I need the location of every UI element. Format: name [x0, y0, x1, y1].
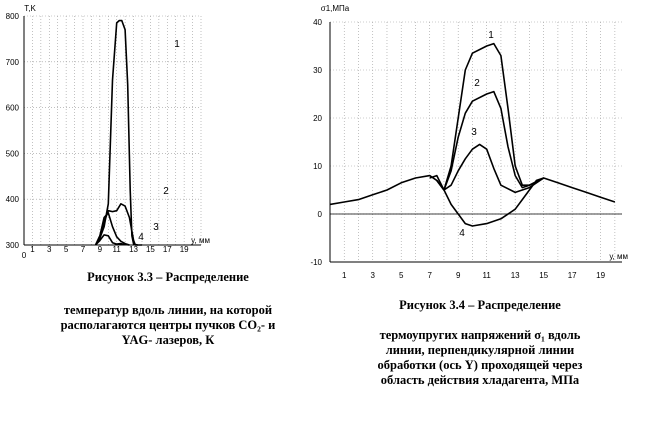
- y-tick-label: 600: [6, 104, 20, 113]
- series-label-4: 4: [459, 228, 465, 239]
- y-tick-label: 40: [313, 18, 322, 27]
- series-label-3: 3: [471, 127, 477, 138]
- x-tick-label: 1: [342, 271, 347, 280]
- y-axis-label: T,K: [24, 4, 36, 13]
- x-tick-label: 15: [146, 245, 155, 254]
- y-tick-label: 0: [318, 210, 323, 219]
- x-tick-label: 1: [30, 245, 35, 254]
- x-axis-label: y, мм: [191, 236, 210, 245]
- y-tick-label: 400: [6, 195, 20, 204]
- x-tick-label: 17: [163, 245, 172, 254]
- x-tick-label: 3: [47, 245, 52, 254]
- right-caption-line-3: обработки (ось Y) проходящей через: [377, 358, 583, 372]
- x-tick-label: 9: [456, 271, 461, 280]
- x-tick-label: 19: [596, 271, 605, 280]
- y-tick-label: 500: [6, 149, 20, 158]
- x-tick-label: 3: [371, 271, 376, 280]
- x-origin-label: 0: [22, 251, 27, 260]
- series-line-4: [95, 234, 130, 246]
- x-axis-label: у, мм: [609, 252, 628, 261]
- series-line-2: [94, 203, 138, 246]
- series-label-1: 1: [174, 39, 180, 50]
- right-caption-line-2: линии, перпендикулярной линии: [385, 343, 575, 357]
- y-tick-label: 300: [6, 241, 20, 250]
- x-tick-label: 13: [511, 271, 520, 280]
- x-tick-label: 7: [427, 271, 432, 280]
- series-line-2: [436, 90, 545, 191]
- y-axis-label: σ1,МПа: [321, 4, 350, 13]
- x-tick-label: 7: [81, 245, 86, 254]
- x-tick-label: 5: [399, 271, 404, 280]
- y-tick-label: -10: [310, 258, 322, 267]
- series-label-2: 2: [474, 78, 480, 89]
- left-caption-line-2: располагаются центры пучков CO₂- и: [60, 318, 276, 332]
- left-caption-line-3: YAG- лазеров, К: [121, 333, 215, 347]
- x-tick-label: 17: [568, 271, 577, 280]
- right-caption-line-4: область действия хладагента, МПа: [380, 373, 580, 387]
- right-caption-line-1: термоупругих напряжений σ₁ вдоль: [379, 328, 581, 342]
- right-caption-title: Рисунок 3.4 – Распределение: [399, 298, 561, 312]
- series-label-1: 1: [488, 30, 494, 41]
- left-caption: Рисунок 3.3 – Распределение температур в…: [18, 270, 318, 348]
- left-caption-line-1: температур вдоль линии, на которой: [63, 303, 273, 317]
- series-line-1: [329, 42, 616, 206]
- right-caption: Рисунок 3.4 – Распределение термоупругих…: [320, 298, 640, 388]
- series-label-2: 2: [163, 186, 169, 197]
- y-tick-label: 700: [6, 58, 20, 67]
- series-line-3: [436, 143, 545, 194]
- x-tick-label: 9: [98, 245, 103, 254]
- series-label-3: 3: [153, 222, 159, 233]
- x-tick-label: 11: [113, 245, 122, 254]
- x-tick-label: 5: [64, 245, 69, 254]
- series-line-3: [94, 212, 130, 246]
- y-tick-label: 10: [313, 162, 322, 171]
- series-line-1: [94, 19, 142, 246]
- series-label-4: 4: [138, 232, 144, 243]
- left-caption-title: Рисунок 3.3 – Распределение: [87, 270, 249, 284]
- x-tick-label: 11: [483, 271, 492, 280]
- y-tick-label: 30: [313, 66, 322, 75]
- y-tick-label: 20: [313, 114, 322, 123]
- series-line-4: [429, 174, 544, 227]
- x-tick-label: 19: [180, 245, 189, 254]
- x-tick-label: 13: [129, 245, 138, 254]
- y-tick-label: 800: [6, 12, 20, 21]
- x-tick-label: 15: [539, 271, 548, 280]
